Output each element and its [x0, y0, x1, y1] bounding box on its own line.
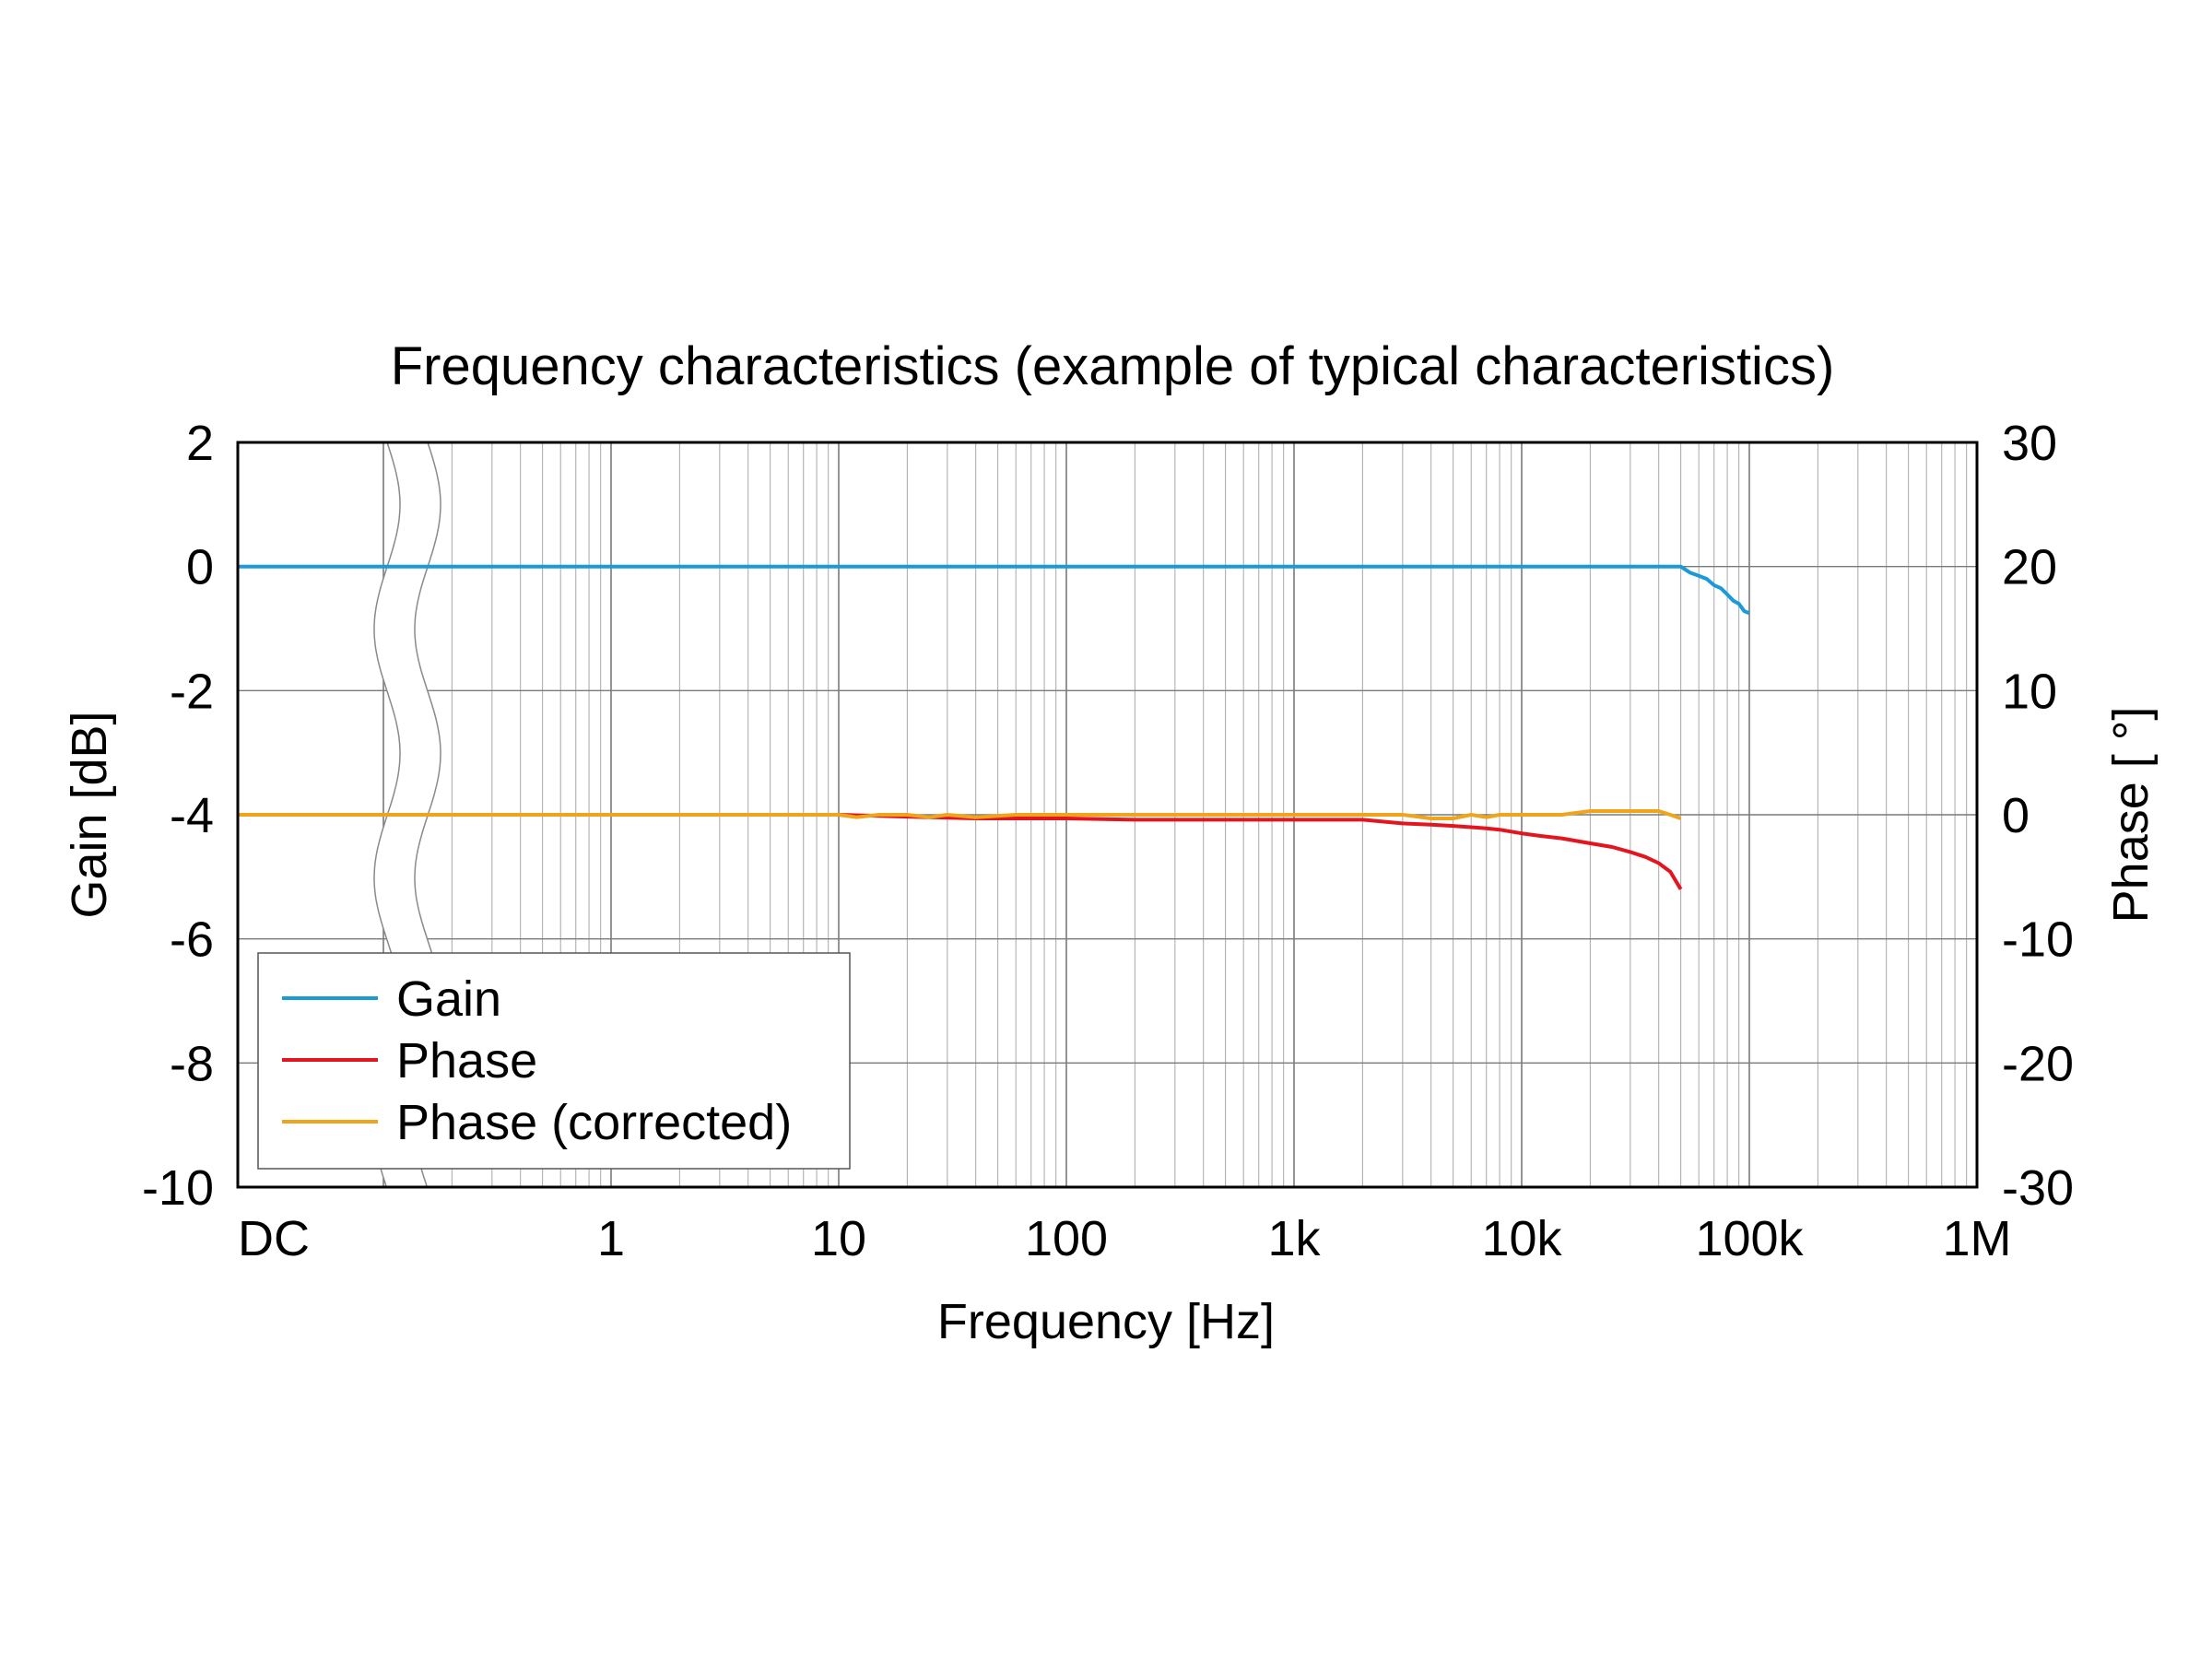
legend: Gain Phase Phase (corrected) [257, 952, 851, 1170]
y-ticks: -10 -8 -6 -4 -2 0 2 [142, 416, 214, 1216]
x-tick-label: 10 [811, 1211, 866, 1266]
series-layer [238, 564, 1750, 890]
y-tick-label: -2 [170, 664, 214, 719]
y2-tick-label: -30 [2002, 1160, 2074, 1216]
plot-frame [236, 441, 1979, 1189]
series-line-gain [238, 564, 1750, 616]
x-tick-label: 100 [1025, 1211, 1108, 1266]
chart-title: Frequency characteristics (example of ty… [391, 336, 1835, 396]
series-line-phase [238, 813, 1683, 890]
y2-tick-label: 20 [2002, 540, 2057, 595]
x-tick-label: 100k [1695, 1211, 1804, 1266]
y2-ticks: -30 -20 -10 0 10 20 30 [2002, 416, 2074, 1216]
y2-tick-label: 10 [2002, 664, 2057, 719]
y-tick-label: -8 [170, 1036, 214, 1091]
series-line-phase-corrected [238, 809, 1682, 820]
y2-tick-label: -10 [2002, 912, 2074, 968]
y2-tick-label: 0 [2002, 788, 2030, 843]
x-tick-label: 1k [1267, 1211, 1321, 1266]
y-tick-label: 0 [186, 540, 214, 595]
x-tick-label: 1M [1942, 1211, 2011, 1266]
legend-label: Phase [396, 1033, 537, 1088]
y-tick-label: -6 [170, 912, 214, 968]
legend-label: Gain [396, 971, 501, 1027]
y-tick-label: -10 [142, 1160, 214, 1216]
y-axis-label: Gain [dB] [62, 711, 117, 918]
x-axis-label: Frequency [Hz] [937, 1294, 1275, 1349]
y2-tick-label: 30 [2002, 416, 2057, 471]
x-tick-label: DC [238, 1211, 310, 1266]
y2-axis-label: Phase [ °] [2103, 707, 2159, 924]
x-ticks: DC 1 10 100 1k 10k 100k 1M [238, 1211, 2012, 1266]
y2-tick-label: -20 [2002, 1036, 2074, 1091]
x-tick-label: 10k [1481, 1211, 1562, 1266]
y-tick-label: 2 [186, 416, 214, 471]
x-tick-label: 1 [597, 1211, 625, 1266]
legend-label: Phase (corrected) [396, 1095, 792, 1150]
y-tick-label: -4 [170, 788, 214, 843]
